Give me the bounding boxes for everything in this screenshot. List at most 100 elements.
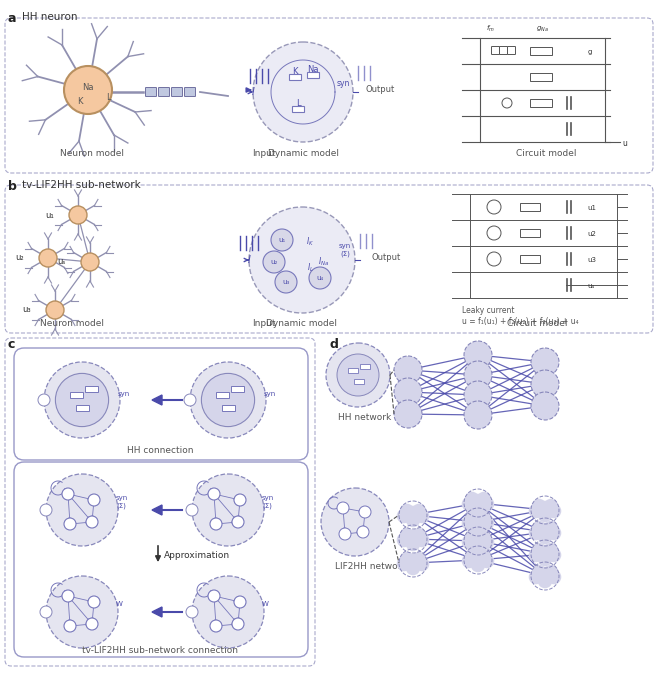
Circle shape [532,542,546,557]
Circle shape [412,528,426,542]
Circle shape [62,488,74,500]
Text: HH neuron: HH neuron [22,12,77,22]
Text: uₛ: uₛ [57,258,66,267]
Circle shape [464,341,492,369]
Circle shape [406,537,420,551]
Circle shape [69,206,87,224]
Circle shape [465,530,479,544]
Circle shape [337,354,379,396]
Circle shape [544,499,558,513]
Text: syn: syn [337,79,350,89]
Circle shape [538,530,552,544]
Text: syn: syn [118,391,130,397]
Text: Na: Na [308,65,319,75]
Circle shape [39,249,57,267]
FancyBboxPatch shape [85,386,98,392]
Circle shape [275,271,297,293]
Circle shape [88,596,100,608]
FancyBboxPatch shape [231,386,244,392]
FancyBboxPatch shape [172,87,183,96]
Circle shape [544,542,558,557]
Circle shape [414,509,429,524]
Circle shape [359,506,371,518]
FancyBboxPatch shape [289,74,301,80]
Circle shape [234,596,246,608]
Circle shape [253,42,353,142]
Circle shape [531,392,559,420]
Circle shape [532,521,546,535]
Circle shape [81,253,99,271]
FancyBboxPatch shape [354,379,364,384]
Text: u3: u3 [587,257,596,263]
Text: Neuron model: Neuron model [60,149,124,158]
Circle shape [234,494,246,506]
Circle shape [210,518,222,530]
Circle shape [397,557,411,571]
Text: LIF2HH network: LIF2HH network [335,562,407,571]
FancyBboxPatch shape [530,47,552,55]
Circle shape [190,362,266,438]
Circle shape [400,503,414,518]
Text: syn
(Σ): syn (Σ) [339,243,351,257]
Polygon shape [152,395,162,405]
Circle shape [86,516,98,528]
Circle shape [40,504,52,516]
FancyBboxPatch shape [520,203,540,211]
Text: Circuit model: Circuit model [507,319,567,328]
FancyBboxPatch shape [185,87,195,96]
FancyBboxPatch shape [70,392,83,398]
Text: HH network: HH network [338,413,391,422]
Text: I: I [251,87,255,97]
Text: $g_{Na}$: $g_{Na}$ [536,25,548,34]
Text: I: I [248,255,250,265]
Circle shape [538,507,552,522]
Circle shape [464,381,492,409]
Text: Neuron model: Neuron model [40,319,104,328]
Circle shape [529,570,543,584]
Circle shape [546,548,561,562]
Circle shape [465,548,479,563]
Circle shape [546,503,561,518]
Text: u2: u2 [587,231,596,237]
Circle shape [531,370,559,398]
Circle shape [339,528,351,540]
Circle shape [546,570,561,584]
Text: K: K [292,67,298,77]
FancyBboxPatch shape [500,46,508,55]
Circle shape [538,552,552,566]
Circle shape [326,343,390,407]
Circle shape [546,526,561,540]
Circle shape [64,620,76,632]
Circle shape [462,516,477,530]
Circle shape [538,523,552,537]
Circle shape [64,518,76,530]
Circle shape [465,511,479,526]
FancyBboxPatch shape [216,392,229,398]
Text: tv-LIF2HH sub-network connection: tv-LIF2HH sub-network connection [82,646,238,655]
Text: Circuit model: Circuit model [515,149,576,158]
Circle shape [532,565,546,579]
Text: Output: Output [372,254,401,262]
Circle shape [186,504,198,516]
Circle shape [192,576,264,648]
Circle shape [480,516,494,530]
Text: u₁: u₁ [46,211,54,219]
Circle shape [309,267,331,289]
Circle shape [400,552,414,566]
Text: u1: u1 [587,205,596,211]
Circle shape [412,552,426,566]
Circle shape [544,565,558,579]
Circle shape [40,606,52,618]
Circle shape [480,497,494,511]
Circle shape [471,494,485,508]
Circle shape [263,251,285,273]
Circle shape [400,528,414,542]
Circle shape [477,530,491,544]
Circle shape [192,474,264,546]
Circle shape [44,362,120,438]
Circle shape [538,544,552,559]
Circle shape [249,207,355,313]
Circle shape [412,503,426,518]
Circle shape [471,501,485,516]
Circle shape [208,590,220,602]
